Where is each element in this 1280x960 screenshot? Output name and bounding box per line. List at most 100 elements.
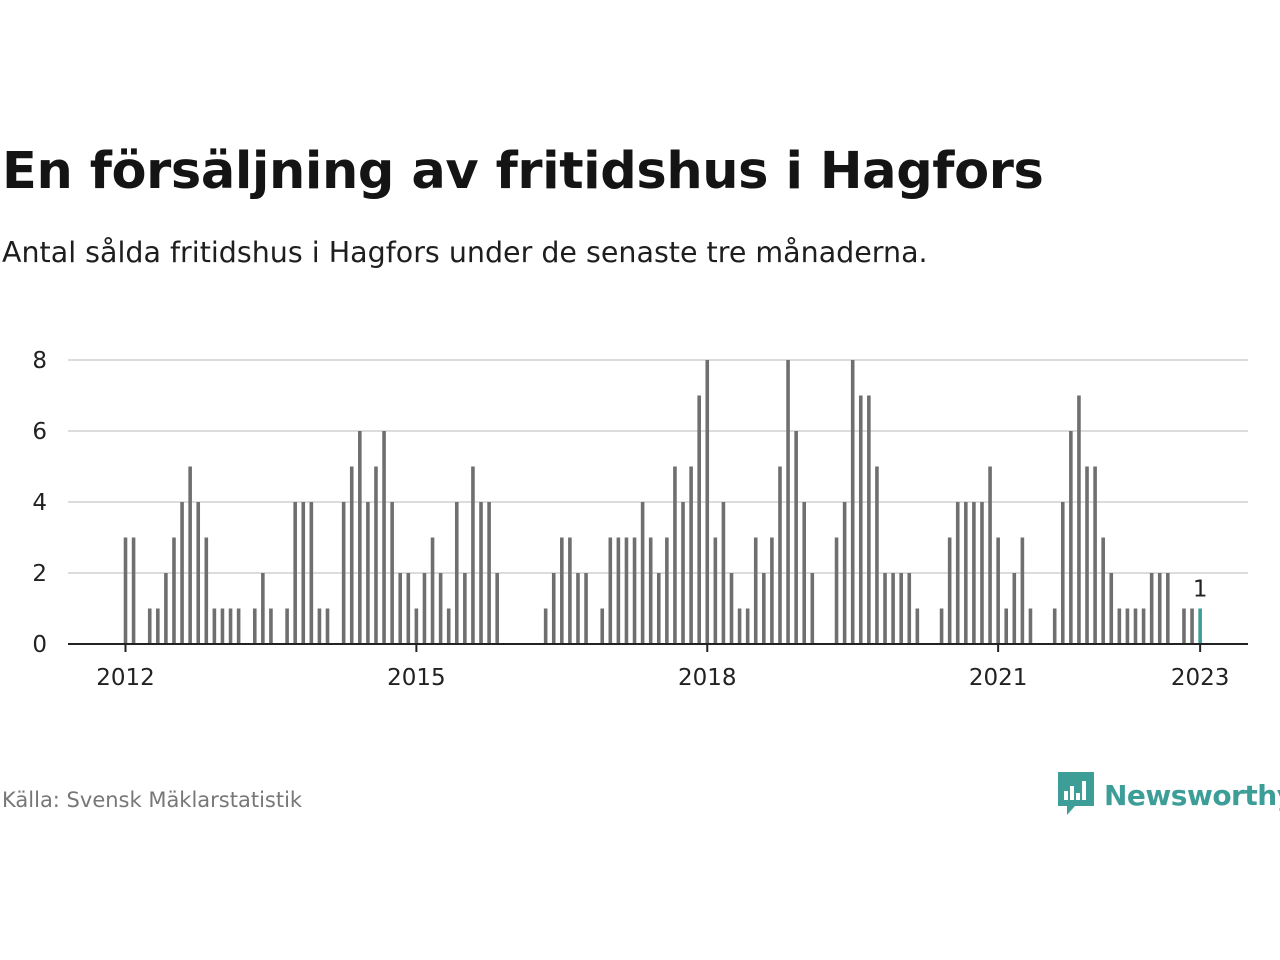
bar <box>543 608 548 644</box>
bar <box>560 537 564 644</box>
bar <box>883 573 887 644</box>
bar <box>414 608 419 644</box>
bar <box>608 537 613 644</box>
bar <box>875 466 879 644</box>
bar-chart: 0 2 4 6 8 2012 2015 2018 2021 2023 1 <box>32 348 1248 691</box>
bar <box>349 466 354 644</box>
bar <box>705 360 710 644</box>
bar <box>939 608 944 644</box>
bar <box>907 573 912 644</box>
bar <box>1166 573 1170 644</box>
bar <box>1182 608 1186 644</box>
bar <box>358 431 362 644</box>
bar <box>285 608 289 644</box>
bar <box>778 466 782 644</box>
bar <box>915 608 920 644</box>
bar <box>1028 608 1033 644</box>
bar <box>891 573 895 644</box>
bar <box>471 466 475 644</box>
x-tick-label: 2012 <box>96 665 155 691</box>
bar <box>1020 537 1025 644</box>
bar <box>301 502 306 644</box>
bar <box>980 502 984 644</box>
bar <box>850 360 855 644</box>
bar <box>762 573 766 644</box>
bar <box>317 608 322 644</box>
bar <box>1060 502 1065 644</box>
bar <box>204 537 209 644</box>
bar <box>648 537 653 644</box>
bar <box>131 537 136 644</box>
bar <box>454 502 459 644</box>
bar <box>463 573 467 644</box>
bar <box>551 573 556 644</box>
bar <box>293 502 297 644</box>
x-tick-label: 2023 <box>1171 665 1230 691</box>
bar <box>123 537 128 644</box>
chart-subtitle: Antal sålda fritidshus i Hagfors under d… <box>2 236 928 269</box>
bar <box>1133 608 1138 644</box>
bar <box>1101 537 1105 644</box>
bar <box>737 608 742 644</box>
bar <box>681 502 685 644</box>
bar <box>1085 466 1089 644</box>
bar <box>576 573 580 644</box>
bar <box>867 395 871 644</box>
bar <box>487 502 491 644</box>
chart-title: En försäljning av fritidshus i Hagfors <box>2 142 1044 201</box>
bar <box>228 608 233 644</box>
bar <box>673 466 677 644</box>
bar <box>341 502 346 644</box>
brand-name: Newsworthy <box>1104 778 1280 812</box>
bar <box>656 573 661 644</box>
bar <box>196 502 201 644</box>
bar <box>252 608 257 644</box>
y-tick-label: 0 <box>32 632 47 658</box>
bar <box>624 537 629 644</box>
bar <box>164 573 168 644</box>
bar <box>1004 608 1009 644</box>
bar <box>899 573 903 644</box>
bar <box>269 608 273 644</box>
bar <box>616 537 621 644</box>
newsworthy-logo-icon <box>1058 772 1094 815</box>
x-tick-label: 2021 <box>969 665 1028 691</box>
x-tick-label: 2018 <box>678 665 737 691</box>
bar <box>479 502 483 644</box>
bar <box>996 537 1000 644</box>
bars <box>123 360 1202 644</box>
bar <box>374 466 378 644</box>
bar <box>1052 608 1057 644</box>
bar <box>1190 608 1194 644</box>
bar <box>802 502 807 644</box>
bar <box>236 608 241 644</box>
y-tick-label: 4 <box>32 490 47 516</box>
bar <box>721 502 726 644</box>
bar <box>842 502 847 644</box>
bar <box>955 502 960 644</box>
bar <box>1077 395 1081 644</box>
bar <box>422 573 427 644</box>
bar <box>1117 608 1122 644</box>
bar-latest <box>1198 608 1202 644</box>
bar <box>1093 466 1097 644</box>
bar <box>1157 573 1162 644</box>
bar <box>745 608 750 644</box>
y-axis-tick-labels: 0 2 4 6 8 <box>32 348 47 658</box>
bar <box>568 537 572 644</box>
bar <box>430 537 435 644</box>
bar <box>366 502 370 644</box>
bar <box>947 537 952 644</box>
bar <box>406 573 411 644</box>
bar <box>600 608 605 644</box>
bar <box>1141 608 1146 644</box>
bar <box>212 608 217 644</box>
bar <box>640 502 645 644</box>
bar <box>220 608 225 644</box>
bar <box>794 431 798 644</box>
bar <box>665 537 669 644</box>
bar <box>1109 573 1114 644</box>
bar <box>1149 573 1154 644</box>
bar <box>858 395 863 644</box>
bar <box>729 573 734 644</box>
